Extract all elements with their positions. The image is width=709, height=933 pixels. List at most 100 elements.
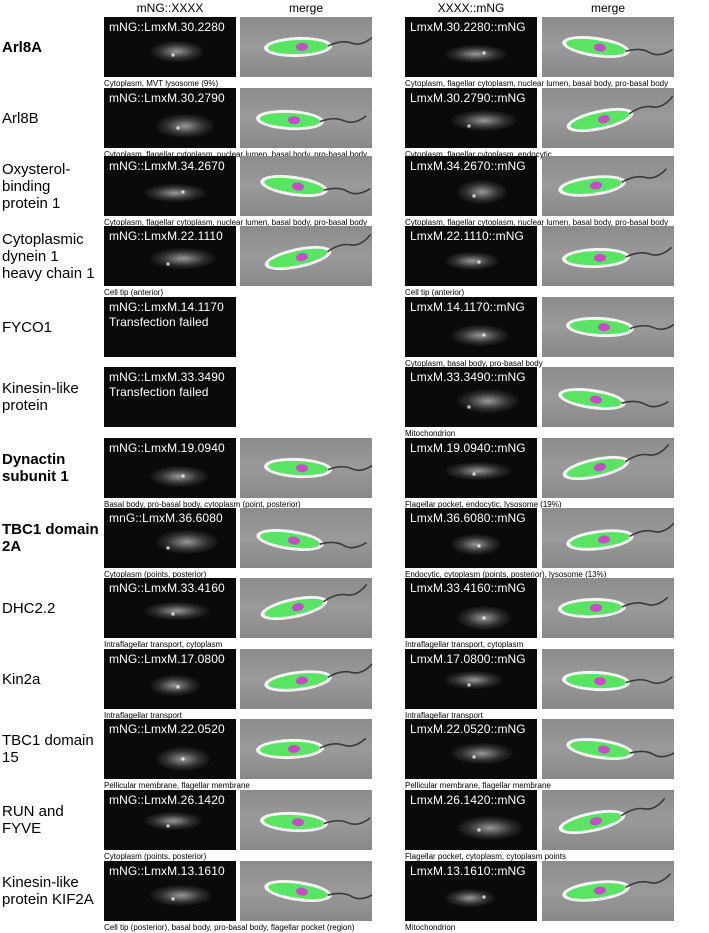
panel-label: mNG::LmxM.26.1420 <box>109 793 225 807</box>
gene-name: Dynactin subunit 1 <box>2 451 69 485</box>
cell-overlay <box>558 596 669 619</box>
fluorescent-spot <box>472 755 476 759</box>
fluorescent-spot <box>477 828 481 832</box>
gene-row: RUN and FYVE mNG::LmxM.26.1420 LmxM.26.142… <box>0 790 709 862</box>
n-terminal-localization-caption: Intraflagellar transport <box>104 711 182 720</box>
fluorescent-spot <box>467 124 471 128</box>
c-terminal-fluorescence-panel: LmxM.33.4160::mNG <box>405 578 537 638</box>
gene-name: Kinesin-like protein <box>2 380 79 414</box>
cell-overlay <box>566 522 674 551</box>
c-terminal-fluorescence-panel: LmxM.30.2790::mNG <box>405 88 537 148</box>
gene-name: TBC1 domain 2A <box>2 521 99 555</box>
cell-overlay <box>562 873 672 902</box>
c-terminal-localization-caption: Cytoplasm, flagellar cytoplasm, nuclear … <box>405 218 669 227</box>
nucleus-magenta <box>589 181 602 190</box>
c-terminal-fluorescence-panel: LmxM.36.6080::mNG <box>405 508 537 568</box>
nucleus-magenta <box>291 603 304 612</box>
flagellum <box>629 750 674 758</box>
panel-label: LmxM.19.0940::mNG <box>410 441 526 455</box>
panel-label: mNG::LmxM.17.0800 <box>109 652 225 666</box>
gene-row: TBC1 domain 15 mNG::LmxM.22.0520 LmxM.22.0… <box>0 719 709 791</box>
n-terminal-merge-panel <box>240 156 372 216</box>
fluorescent-spot <box>171 612 175 616</box>
cell-overlay <box>260 811 371 833</box>
cell-overlay <box>260 175 371 197</box>
cell-fluorescence <box>445 671 503 689</box>
panel-label: mNG::LmxM.13.1610 <box>109 864 225 878</box>
c-terminal-fluorescence-panel: LmxM.22.1110::mNG <box>405 226 537 286</box>
c-terminal-merge-panel <box>542 226 674 286</box>
n-terminal-merge-panel <box>240 508 372 568</box>
fluorescent-spot <box>176 685 180 689</box>
panel-label: LmxM.30.2280::mNG <box>410 20 526 34</box>
cell-overlay <box>256 529 367 551</box>
flagellum <box>620 797 666 817</box>
nucleus-magenta <box>593 886 606 895</box>
c-terminal-localization-caption: Cell tip (anterior) <box>405 288 465 297</box>
gene-name: Oxysterol-binding protein 1 <box>2 160 71 212</box>
c-terminal-merge-panel <box>542 297 674 357</box>
nucleus-magenta <box>291 818 304 827</box>
flagellum <box>621 596 669 608</box>
fluorescent-spot <box>171 897 175 901</box>
n-terminal-fluorescence-panel: mNG::LmxM.14.1170 Transfection failed <box>104 297 236 357</box>
cell-overlay <box>566 95 674 133</box>
c-terminal-fluorescence-panel: LmxM.33.3490::mNG <box>405 367 537 427</box>
c-terminal-merge-panel <box>542 17 674 77</box>
cell-overlay <box>558 797 666 835</box>
panel-label: mNG::LmxM.19.0940 <box>109 441 225 455</box>
fluorescent-spot <box>467 683 471 687</box>
panel-label: LmxM.13.1610::mNG <box>410 864 526 878</box>
flagellum <box>327 892 372 900</box>
n-terminal-fluorescence-panel: mNG::LmxM.22.0520 <box>104 719 236 779</box>
nucleus-magenta <box>291 182 304 191</box>
n-terminal-merge-panel <box>240 861 372 921</box>
cell-fluorescence <box>150 466 208 487</box>
panel-label: mNG::LmxM.33.4160 <box>109 581 225 595</box>
gene-row: Kinesin-like protein mNG::LmxM.33.3490 Tr… <box>0 367 709 439</box>
gene-name: Kin2a <box>2 670 41 688</box>
gene-row: Oxysterol-binding protein 1 mNG::LmxM.34.… <box>0 156 709 228</box>
gene-name: FYCO1 <box>2 318 53 336</box>
n-terminal-fluorescence-panel: mNG::LmxM.22.1110 <box>104 226 236 286</box>
nucleus-magenta <box>597 535 610 544</box>
fluorescent-spot <box>482 616 486 620</box>
cell-fluorescence <box>144 602 210 620</box>
n-terminal-fluorescence-panel: mNG::LmxM.30.2280 <box>104 17 236 77</box>
n-terminal-localization-caption: Cytoplasm (points, posterior) <box>104 852 207 861</box>
gene-name: Kinesin-like protein KIF2A <box>2 874 94 908</box>
c-terminal-localization-caption: Cytoplasm, flagellar cytoplasm, endocyti… <box>405 150 552 159</box>
panel-label: LmxM.22.1110::mNG <box>410 229 524 243</box>
c-terminal-localization-caption: Flagellar pocket, endocytic, lysosome (1… <box>405 500 562 509</box>
panel-label: mNG::LmxM.14.1170 Transfection failed <box>109 300 224 329</box>
c-terminal-localization-caption: Flagellar pocket, cytoplasm, cytoplasm p… <box>405 852 566 861</box>
c-terminal-localization-caption: Mitochondrion <box>405 923 456 932</box>
flagellum <box>322 583 368 603</box>
fluorescent-spot <box>482 895 486 899</box>
cell-fluorescence <box>156 530 218 554</box>
gene-row: Dynactin subunit 1 mNG::LmxM.19.0940 LmxM.… <box>0 438 709 510</box>
panel-label: LmxM.17.0800::mNG <box>410 652 526 666</box>
flagellum <box>624 443 670 463</box>
flagellum <box>629 322 674 331</box>
panel-label: LmxM.14.1170::mNG <box>410 300 525 314</box>
c-terminal-fluorescence-panel: LmxM.26.1420::mNG <box>405 790 537 850</box>
flagellum <box>319 737 367 749</box>
cell-overlay <box>264 35 372 58</box>
panel-label: mNG::LmxM.22.1110 <box>109 229 223 243</box>
nucleus-magenta <box>597 323 610 332</box>
c-terminal-fluorescence-panel: LmxM.19.0940::mNG <box>405 438 537 498</box>
cell-fluorescence <box>457 389 519 413</box>
fluorescent-spot <box>176 126 180 130</box>
gene-row: Kinesin-like protein KIF2A mNG::LmxM.13.1… <box>0 861 709 933</box>
c-terminal-fluorescence-panel: LmxM.30.2280::mNG <box>405 17 537 77</box>
n-terminal-merge-panel <box>240 790 372 850</box>
flagellum <box>625 873 672 889</box>
flagellum <box>327 35 372 47</box>
cell-fluorescence <box>150 248 216 269</box>
fluorescent-spot <box>166 546 170 550</box>
cell-overlay <box>264 663 372 692</box>
cell-fluorescence <box>451 110 517 131</box>
n-terminal-fluorescence-panel: mNG::LmxM.33.4160 <box>104 578 236 638</box>
